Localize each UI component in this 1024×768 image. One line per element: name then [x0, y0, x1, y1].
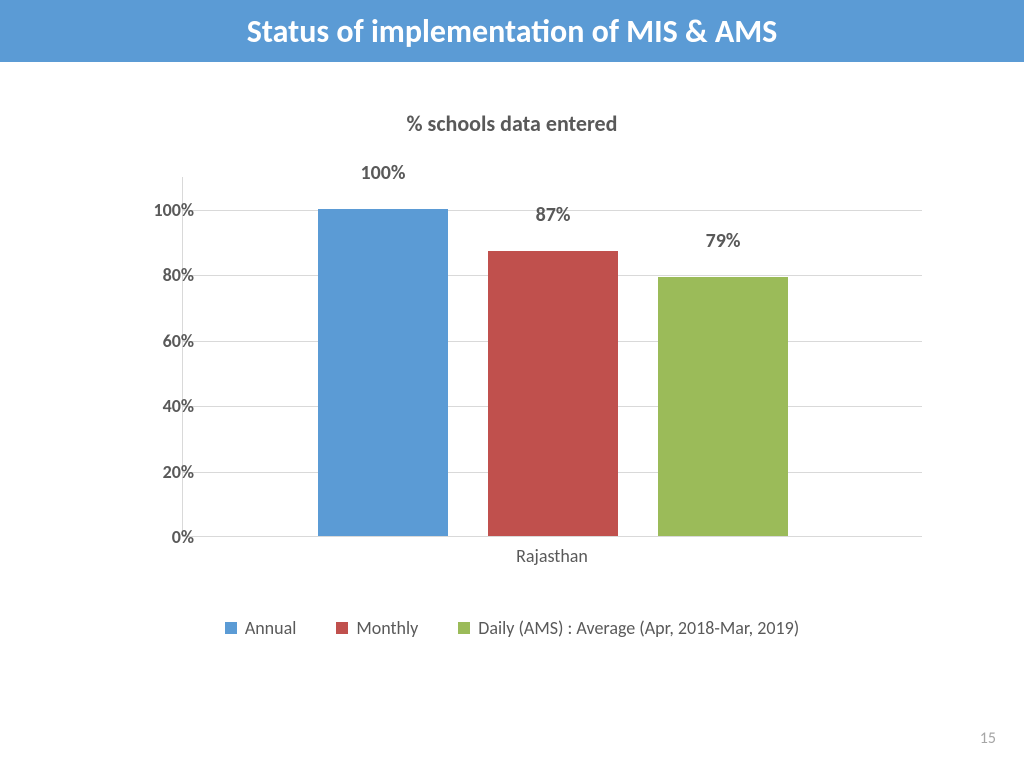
- y-tick-label: 20%: [114, 461, 194, 483]
- bar-value-label: 100%: [318, 161, 448, 185]
- legend-label: Monthly: [356, 617, 418, 639]
- plot-area: 100%87%79%: [182, 177, 922, 537]
- legend-swatch: [336, 622, 348, 634]
- bar-value-label: 79%: [658, 229, 788, 253]
- legend-item: Annual: [225, 617, 297, 639]
- legend-swatch: [225, 622, 237, 634]
- header-bar: Status of implementation of MIS & AMS: [0, 0, 1024, 62]
- legend-item: Daily (AMS) : Average (Apr, 2018-Mar, 20…: [458, 617, 799, 639]
- legend-item: Monthly: [336, 617, 418, 639]
- legend: Annual Monthly Daily (AMS) : Average (Apr,…: [0, 617, 1024, 639]
- legend-label: Annual: [245, 617, 297, 639]
- y-tick-label: 40%: [114, 395, 194, 417]
- chart-area: 100%87%79% 0%20%40%60%80%100% Rajasthan: [82, 157, 942, 577]
- chart-title: % schools data entered: [0, 110, 1024, 137]
- y-tick-label: 60%: [114, 330, 194, 352]
- bar-daily: [658, 277, 788, 536]
- page-number: 15: [980, 729, 996, 748]
- x-axis-label: Rajasthan: [182, 545, 922, 567]
- bar-annual: [318, 209, 448, 536]
- bar-monthly: [488, 251, 618, 536]
- y-tick-label: 80%: [114, 264, 194, 286]
- legend-swatch: [458, 622, 470, 634]
- legend-label: Daily (AMS) : Average (Apr, 2018-Mar, 20…: [478, 617, 799, 639]
- y-tick-label: 100%: [114, 199, 194, 221]
- page-title: Status of implementation of MIS & AMS: [247, 12, 778, 51]
- bar-value-label: 87%: [488, 203, 618, 227]
